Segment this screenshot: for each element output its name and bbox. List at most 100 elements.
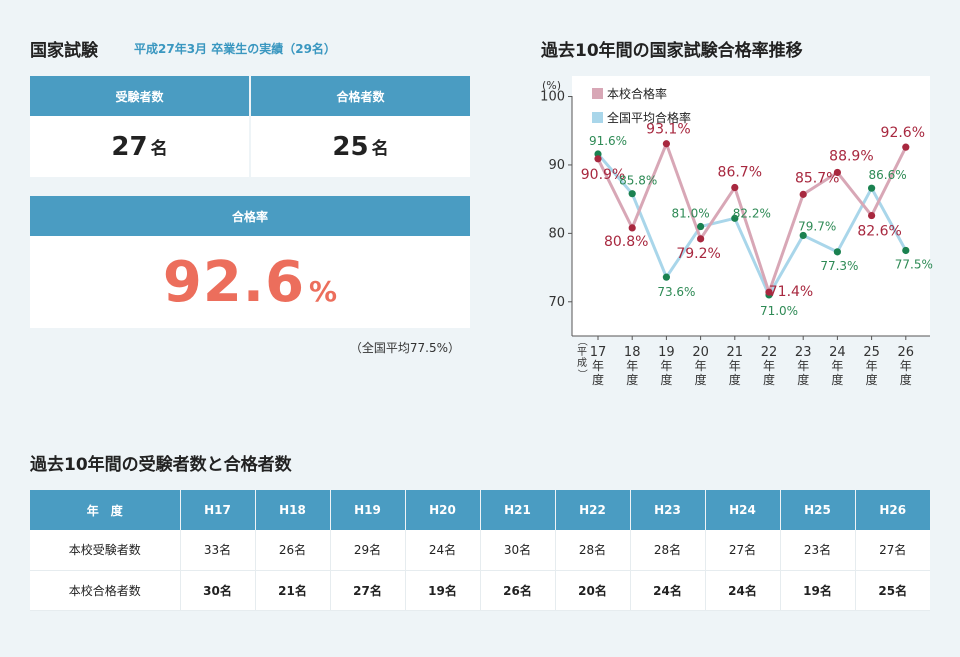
table-cell: 27名 [855,530,930,571]
data-label-series-0: 86.7% [718,165,762,181]
table-cell: 26名 [255,530,331,571]
era-label-char: ） [576,369,588,379]
era-label-char: 成 [577,357,587,369]
header-cell: H25 [780,490,856,530]
y-tick-label: 90 [548,158,565,173]
x-tick-suffix: 年 [729,359,741,373]
x-tick-suffix: 年 [695,359,707,373]
data-point-series-0 [765,288,773,296]
examinees-cell: 27 名 [30,116,249,177]
pass-rate-chart: 90.9% 80.8% 93.1% 79.2% 86.7% 71.4% 85.7% 88.9%… [540,76,933,387]
table-cell: 26名 [480,570,556,611]
data-label-series-1: 77.5% [895,257,933,271]
table-cell: 20名 [555,570,631,611]
row-label: 本校受験者数 [30,530,181,571]
rate-header: 合格率 [30,196,470,236]
data-label-series-0: 80.8% [604,234,648,250]
data-point-series-1 [628,190,636,198]
data-label-series-0: 88.9% [829,148,873,164]
data-label-series-1: 82.2% [733,206,771,220]
passers-value: 25 [332,131,369,162]
data-point-series-0 [594,155,602,163]
y-axis-unit: (%) [542,79,561,92]
data-point-series-0 [799,190,807,198]
legend-swatch [592,112,603,123]
data-label-series-0: 71.4% [769,284,813,300]
x-tick-suffix: 度 [866,372,878,387]
data-label-series-1: 91.6% [589,134,627,148]
examinees-row: 本校受験者数 33名 26名 29名 24名 30名 28名 28名 27名 2… [30,530,930,571]
national-average-note: （全国平均77.5%） [349,341,460,355]
examinees-header: 受験者数 [30,76,249,116]
header-cell: H17 [180,490,256,530]
data-point-series-1 [799,231,807,240]
era-label-char: （ [576,336,588,346]
data-label-series-0: 92.6% [881,125,925,141]
table-cell: 28名 [630,530,706,571]
table-cell: 30名 [480,530,556,571]
data-label-series-1: 73.6% [657,285,695,299]
data-label-series-1: 81.0% [672,207,710,221]
data-point-series-0 [662,140,670,148]
table-cell: 23名 [780,530,856,571]
data-label-series-1: 71.0% [760,304,798,318]
header-cell: H21 [480,490,556,530]
header-cell-year: 年 度 [30,490,181,530]
x-tick-label: 19 [658,345,675,360]
table-cell: 19名 [405,570,481,611]
x-tick-label: 21 [727,345,744,360]
table-cell: 19名 [780,570,856,611]
y-tick-label: 100 [540,90,565,105]
x-tick-suffix: 年 [900,359,912,373]
rate-cell: 92.6% [30,236,470,328]
table-cell: 29名 [330,530,406,571]
x-tick-suffix: 度 [763,372,775,387]
table-cell: 24名 [705,570,781,611]
legend-label: 本校合格率 [607,86,667,101]
x-tick-suffix: 年 [797,359,809,373]
y-tick-label: 70 [548,295,565,310]
examinees-unit: 名 [150,139,168,159]
data-label-series-1: 77.3% [820,259,858,273]
x-tick-label: 23 [795,345,812,360]
data-label-series-0: 90.9% [581,167,625,183]
rate-unit: % [309,275,338,308]
history-header-row: 年 度 H17 H18 H19 H20 H21 H22 H23 H24 H25 … [30,490,930,530]
data-label-series-0: 82.6% [857,224,901,240]
table-cell: 30名 [180,570,256,611]
x-tick-suffix: 年 [592,359,604,373]
table-cell: 27名 [705,530,781,571]
history-title: 過去10年間の受験者数と合格者数 [30,455,292,475]
legend-label: 全国平均合格率 [607,110,691,125]
y-tick-label: 80 [548,226,565,241]
x-tick-suffix: 度 [900,372,912,387]
chart-section-title: 過去10年間の国家試験合格率推移 [541,41,803,61]
passers-unit: 名 [371,139,389,159]
exam-subtitle: 平成27年3月 卒業生の実績（29名） [134,42,336,56]
data-point-series-1 [902,246,910,255]
x-tick-suffix: 年 [763,359,775,373]
data-label-series-1: 79.7% [798,219,836,233]
data-point-series-0 [833,168,841,177]
passers-row: 本校合格者数 30名 21名 27名 19名 26名 20名 24名 24名 1… [30,570,930,611]
x-tick-label: 20 [692,345,709,360]
data-label-series-1: 85.8% [619,174,657,188]
data-point-series-1 [697,222,705,231]
exam-title: 国家試験 [30,41,98,61]
data-point-series-0 [628,224,636,232]
x-tick-suffix: 年 [831,359,843,373]
x-tick-suffix: 年 [660,359,672,373]
history-table: 年 度 H17 H18 H19 H20 H21 H22 H23 H24 H25 … [30,490,930,611]
x-tick-suffix: 年 [866,359,878,373]
series-line-0 [596,142,908,294]
header-cell: H24 [705,490,781,530]
table-cell: 25名 [855,570,930,611]
data-point-series-1 [731,214,739,222]
table-cell: 28名 [555,530,631,571]
data-point-series-0 [902,143,910,151]
table-cell: 33名 [180,530,256,571]
header-cell: H23 [630,490,706,530]
x-tick-label: 17 [590,345,607,360]
passers-cell: 25 名 [251,116,470,177]
x-tick-label: 18 [624,345,641,360]
